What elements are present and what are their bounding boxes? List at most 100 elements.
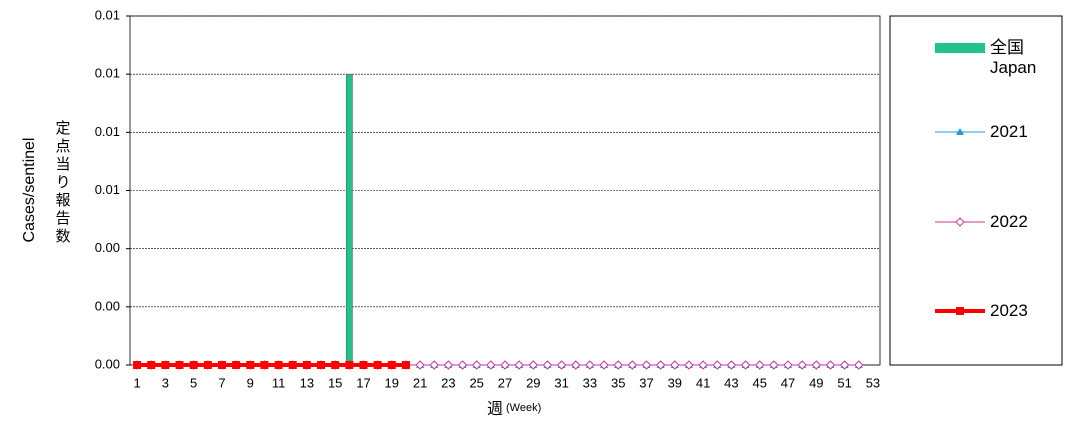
point bbox=[712, 360, 722, 370]
point bbox=[133, 361, 142, 369]
x-tick-label: 33 bbox=[583, 375, 597, 390]
legend-label: 2021 bbox=[990, 122, 1028, 141]
point bbox=[317, 361, 326, 369]
legend-marker bbox=[956, 307, 964, 315]
x-tick-label: 11 bbox=[272, 375, 286, 390]
y-axis-label-ja: 定点当り報告数 bbox=[54, 120, 71, 246]
point bbox=[401, 361, 410, 369]
point bbox=[260, 361, 269, 369]
x-tick-label: 37 bbox=[639, 375, 653, 390]
x-tick-label: 9 bbox=[247, 375, 254, 390]
point bbox=[302, 361, 311, 369]
point bbox=[599, 360, 609, 370]
point bbox=[161, 361, 170, 369]
x-tick-label: 7 bbox=[218, 375, 225, 390]
point bbox=[359, 361, 368, 369]
x-tick-label: 21 bbox=[413, 375, 427, 390]
point bbox=[175, 361, 184, 369]
point bbox=[232, 361, 241, 369]
x-tick-label: 29 bbox=[526, 375, 540, 390]
x-tick-label: 1 bbox=[133, 375, 140, 390]
point bbox=[542, 360, 553, 370]
y-tick-label: 0.01 bbox=[95, 124, 120, 139]
point bbox=[740, 360, 751, 370]
point bbox=[387, 361, 396, 369]
point bbox=[217, 361, 226, 369]
point bbox=[443, 360, 454, 370]
point bbox=[684, 360, 694, 370]
legend-label: 2023 bbox=[990, 301, 1028, 320]
y-tick-label: 0.00 bbox=[95, 356, 120, 371]
x-tick-label: 49 bbox=[809, 375, 823, 390]
point bbox=[514, 360, 524, 370]
x-tick-label: 3 bbox=[162, 375, 169, 390]
point bbox=[147, 361, 156, 369]
point bbox=[854, 360, 864, 370]
point bbox=[655, 360, 666, 370]
x-tick-label: 13 bbox=[300, 375, 314, 390]
legend-swatch bbox=[935, 43, 985, 53]
x-tick-label: 31 bbox=[554, 375, 568, 390]
x-tick-label: 45 bbox=[752, 375, 766, 390]
legend-marker bbox=[956, 128, 964, 135]
x-tick-label: 25 bbox=[469, 375, 483, 390]
x-tick-label: 19 bbox=[385, 375, 399, 390]
point bbox=[288, 361, 297, 369]
y-tick-label: 0.01 bbox=[95, 7, 120, 22]
point bbox=[726, 360, 737, 370]
point bbox=[797, 360, 807, 370]
point bbox=[769, 360, 779, 370]
point bbox=[839, 360, 850, 370]
x-tick-label: 35 bbox=[611, 375, 625, 390]
point bbox=[556, 360, 567, 370]
x-tick-label: 41 bbox=[696, 375, 710, 390]
point bbox=[274, 361, 283, 369]
x-tick-label: 51 bbox=[837, 375, 851, 390]
x-tick-label: 5 bbox=[190, 375, 197, 390]
y-tick-label: 0.01 bbox=[95, 66, 120, 81]
point bbox=[457, 360, 468, 370]
point bbox=[471, 360, 482, 370]
y-tick-label: 0.00 bbox=[95, 298, 120, 313]
point bbox=[811, 360, 822, 370]
x-tick-label: 53 bbox=[866, 375, 880, 390]
point bbox=[627, 360, 638, 370]
x-tick-label: 47 bbox=[781, 375, 795, 390]
point bbox=[698, 360, 708, 370]
point bbox=[331, 361, 340, 369]
legend-box bbox=[889, 15, 1063, 366]
point bbox=[500, 360, 510, 370]
x-tick-label: 27 bbox=[498, 375, 512, 390]
y-tick-label: 0.01 bbox=[95, 182, 120, 197]
legend-marker bbox=[955, 217, 965, 227]
point bbox=[641, 360, 652, 370]
y-axis-label: Cases/sentinel bbox=[21, 138, 38, 243]
x-tick-label: 17 bbox=[356, 375, 370, 390]
point bbox=[585, 360, 595, 370]
point bbox=[670, 360, 680, 370]
point bbox=[755, 360, 765, 370]
point bbox=[246, 361, 255, 369]
x-axis-label-sub: (Week) bbox=[506, 402, 541, 414]
point bbox=[429, 360, 439, 370]
point bbox=[825, 360, 836, 370]
point bbox=[189, 361, 198, 369]
x-tick-label: 39 bbox=[668, 375, 682, 390]
x-tick-label: 23 bbox=[441, 375, 455, 390]
point bbox=[415, 360, 425, 370]
point bbox=[613, 360, 623, 370]
point bbox=[345, 361, 354, 369]
legend-label: 2022 bbox=[990, 212, 1028, 231]
point bbox=[528, 360, 539, 370]
x-tick-label: 15 bbox=[328, 375, 342, 390]
point bbox=[571, 360, 581, 370]
point bbox=[373, 361, 382, 369]
point bbox=[203, 361, 212, 369]
bar bbox=[345, 73, 353, 366]
legend-label: 全国 Japan bbox=[990, 38, 1037, 77]
y-tick-label: 0.00 bbox=[95, 240, 120, 255]
x-tick-label: 43 bbox=[724, 375, 738, 390]
point bbox=[783, 360, 793, 370]
